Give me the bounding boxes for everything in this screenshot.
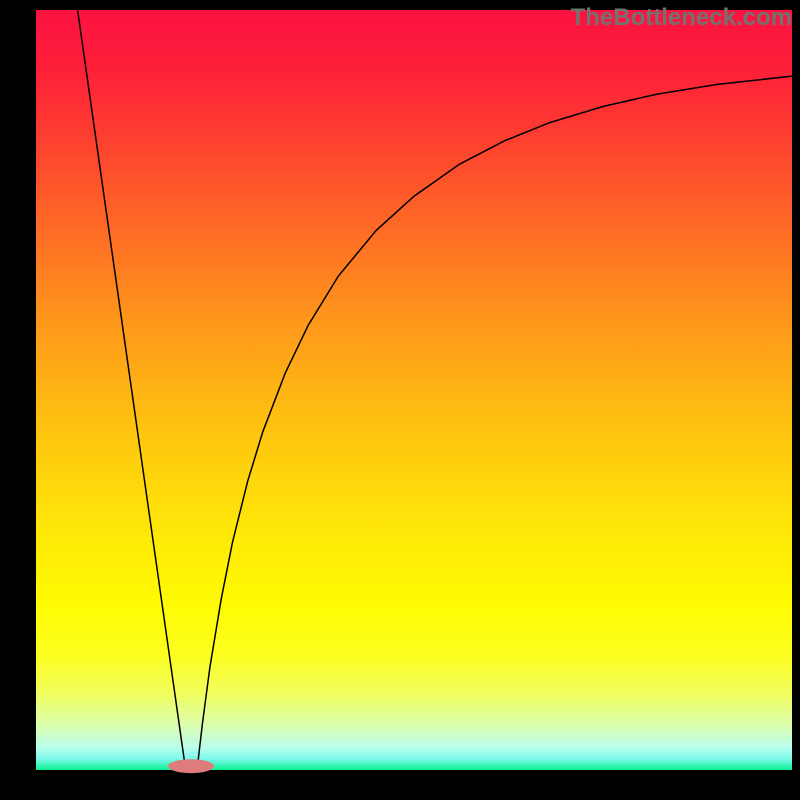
chart-container: TheBottleneck.com <box>0 0 800 800</box>
watermark-text: TheBottleneck.com <box>571 4 792 32</box>
gradient-background <box>36 10 792 770</box>
curve-layer <box>0 0 800 800</box>
minimum-marker <box>168 759 214 773</box>
